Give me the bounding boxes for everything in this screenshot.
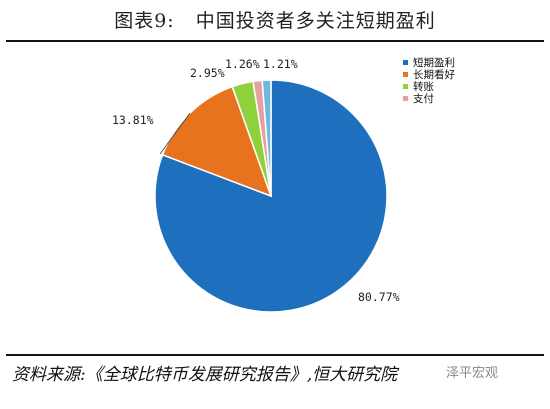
data-label-3: 1.26% — [225, 57, 260, 71]
pie-slices — [154, 79, 388, 313]
data-label-4: 1.21% — [263, 57, 298, 71]
chart-title: 图表9: 中国投资者多关注短期盈利 — [114, 10, 436, 32]
source-rule — [6, 354, 544, 356]
title-rule — [6, 40, 544, 42]
legend-label-2: 转账 — [413, 80, 434, 93]
leader-line-1 — [159, 112, 191, 155]
data-label-0: 80.77% — [358, 290, 400, 304]
data-label-2: 2.95% — [190, 66, 225, 80]
data-label-1: 13.81% — [112, 113, 154, 127]
legend-label-3: 支付 — [413, 92, 434, 105]
watermark: 泽平宏观 — [446, 366, 499, 381]
legend-swatch-2 — [403, 84, 408, 89]
legend-label-0: 短期盈利 — [413, 56, 455, 69]
data-labels: 80.77% 13.81% 2.95%1.26% 1.21% — [112, 57, 400, 304]
legend-swatch-1 — [403, 72, 408, 77]
legend-swatch-3 — [403, 96, 408, 101]
legend-swatch-0 — [403, 60, 408, 65]
leader-lines — [159, 112, 191, 155]
source-note: 资料来源:《全球比特币发展研究报告》,恒大研究院 — [12, 365, 398, 385]
pie-slice-4 — [261, 79, 272, 197]
legend-label-1: 长期看好 — [413, 68, 455, 81]
